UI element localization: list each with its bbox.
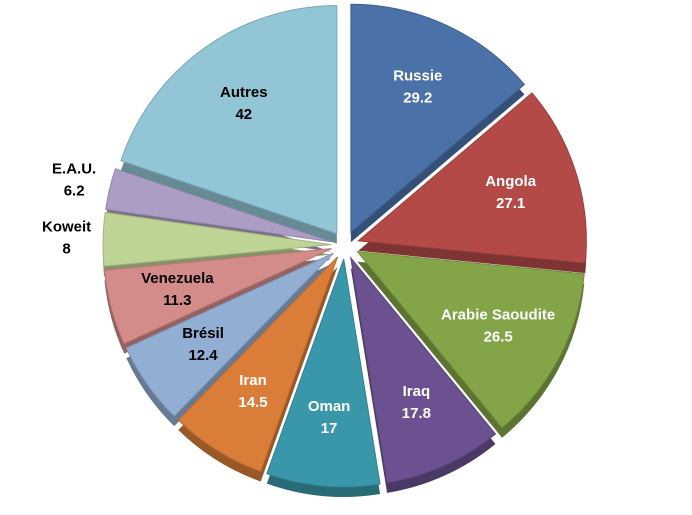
slice-value: 17 (321, 420, 338, 437)
slice (349, 256, 497, 484)
slice-label: Autres (220, 84, 268, 101)
slice-value: 12.4 (188, 347, 218, 364)
slice (103, 248, 332, 345)
slice-value: 6.2 (64, 182, 85, 199)
slice (125, 252, 334, 417)
slice (356, 250, 585, 429)
slice-label: Iran (239, 372, 267, 389)
slice (177, 256, 339, 473)
slice-value: 29.2 (403, 89, 432, 106)
slice-value: 42 (235, 106, 252, 123)
slice-label: Angola (485, 173, 536, 190)
slice-value: 17.8 (402, 405, 431, 422)
slice (120, 5, 338, 235)
slice-value: 14.5 (238, 394, 267, 411)
slice (105, 168, 332, 243)
slice-label: Koweit (42, 218, 91, 235)
slice-label: Arabie Saoudite (441, 307, 555, 324)
slice-label: Russie (393, 67, 442, 84)
slice (102, 211, 332, 267)
slice-label: E.A.U. (52, 160, 96, 177)
slice-label: Iraq (403, 383, 431, 400)
slice-label: Venezuela (141, 270, 214, 287)
slice (350, 3, 526, 234)
slice-value: 11.3 (163, 292, 191, 309)
slice-value: 26.5 (484, 329, 513, 346)
slice-value: 8 (62, 240, 70, 257)
slice-label: Oman (308, 398, 351, 415)
slice (266, 258, 381, 488)
slice (357, 92, 587, 264)
slice-value: 27.1 (496, 195, 525, 212)
slice-label: Brésil (182, 325, 224, 342)
